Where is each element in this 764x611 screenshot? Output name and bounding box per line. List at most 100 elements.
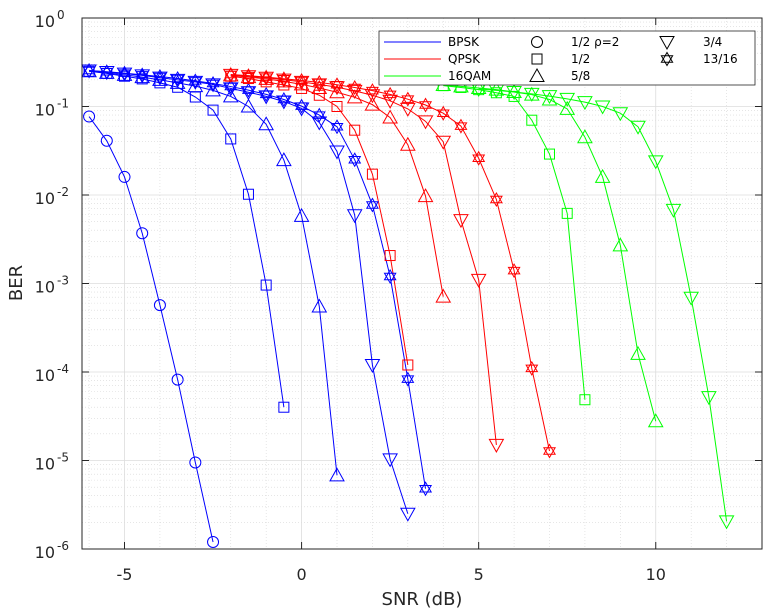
data-point-triangle-down: [701, 391, 717, 406]
data-point-triangle-down: [258, 71, 275, 86]
data-point-triangle-down: [647, 155, 664, 170]
y-tick-label: 10: [35, 278, 55, 297]
data-point-hexagram-up: [312, 74, 326, 87]
data-point-hexagram: [419, 97, 433, 113]
data-point-hexagram: [525, 360, 539, 376]
data-point-triangle-up: [205, 82, 221, 97]
data-point-hexagram: [188, 73, 202, 89]
data-point-hexagram-up: [330, 77, 344, 89]
data-point-square: [508, 90, 520, 102]
data-point-hexagram-down: [82, 66, 96, 79]
y-tick-label: 10: [35, 101, 55, 120]
data-point-hexagram: [277, 71, 291, 87]
data-point-triangle-down: [276, 73, 292, 88]
data-point-square: [526, 114, 538, 126]
data-point-hexagram-up: [525, 360, 539, 373]
data-point-triangle-up: [329, 467, 345, 482]
y-tick-label-exponent: -4: [57, 362, 69, 376]
data-point-triangle-down: [612, 107, 629, 122]
data-point-triangle-up: [559, 100, 576, 115]
data-point-hexagram: [365, 197, 379, 213]
y-tick-label: 10: [35, 543, 55, 562]
series-line: [443, 85, 586, 400]
data-point-triangle-down: [382, 453, 398, 468]
data-point-triangle-up: [276, 152, 292, 167]
data-point-hexagram-down: [436, 109, 450, 121]
data-point-triangle-up: [222, 88, 239, 103]
data-point-triangle-down: [152, 71, 168, 86]
data-point-hexagram-down: [348, 156, 362, 168]
data-point-square: [561, 207, 573, 219]
data-point-hexagram-up: [259, 86, 273, 99]
data-point-square: [544, 148, 555, 160]
data-point-triangle-down: [399, 102, 416, 117]
data-point-triangle-up: [594, 168, 611, 183]
legend-label: 1/2: [571, 52, 590, 66]
data-point-triangle-down: [169, 73, 186, 88]
data-point-triangle-down: [435, 135, 452, 150]
data-point-triangle-down: [187, 75, 204, 90]
data-point-hexagram-up: [135, 67, 149, 79]
axis-ticks: [82, 17, 762, 550]
data-point-square: [278, 79, 290, 91]
data-point-hexagram-down: [401, 375, 415, 387]
data-point-hexagram-down: [100, 68, 114, 80]
data-point-hexagram: [419, 481, 433, 497]
data-point-hexagram-up: [118, 65, 131, 77]
data-point-hexagram-down: [383, 272, 397, 284]
data-point-hexagram: [489, 191, 503, 207]
data-point-hexagram-down: [365, 86, 379, 99]
data-point-triangle-down: [541, 90, 558, 105]
x-tick-label: 10: [646, 565, 666, 584]
data-point-triangle-up: [612, 237, 629, 252]
legend-marker-square: [531, 53, 543, 65]
data-point-hexagram: [312, 74, 326, 90]
data-point-hexagram: [383, 86, 397, 102]
data-point-hexagram: [259, 86, 273, 102]
data-point-triangle-down: [488, 438, 505, 453]
data-point-triangle-down: [346, 209, 363, 224]
data-point-hexagram: [401, 91, 415, 107]
data-point-hexagram-up: [241, 68, 255, 80]
legend-label: 5/8: [571, 69, 590, 83]
legend-marker-hexagram-up: [660, 51, 674, 63]
data-point-hexagram-up: [188, 73, 202, 85]
data-point-triangle-down: [470, 273, 487, 288]
data-point-hexagram-down: [419, 484, 433, 497]
legend-label: BPSK: [448, 35, 480, 49]
data-point-hexagram-down: [259, 73, 273, 85]
data-point-hexagram-down: [312, 78, 326, 90]
data-point-hexagram-up: [365, 197, 379, 209]
data-point-hexagram-up: [259, 69, 273, 81]
data-point-hexagram: [224, 79, 238, 95]
data-point-square: [207, 104, 219, 116]
data-point-square: [225, 133, 237, 145]
data-point-triangle-down: [683, 291, 700, 306]
x-tick-label: 0: [296, 565, 306, 584]
data-point-triangle-up: [647, 413, 664, 428]
data-point-hexagram-down: [543, 447, 556, 459]
data-point-triangle-down: [364, 358, 381, 374]
data-point-hexagram: [241, 82, 255, 98]
data-point-hexagram-up: [295, 72, 309, 85]
x-tick-label: -5: [117, 565, 133, 584]
data-point-square: [349, 124, 361, 136]
data-point-hexagram: [206, 75, 220, 91]
data-point-triangle-down: [523, 87, 540, 102]
data-point-hexagram-down: [295, 76, 309, 88]
data-point-hexagram-down: [224, 82, 238, 95]
data-point-hexagram-down: [259, 90, 273, 102]
legend-marker-triangle-down: [659, 36, 675, 51]
data-point-hexagram-down: [472, 154, 486, 166]
data-point-circle: [171, 373, 184, 386]
data-point-triangle-up: [453, 78, 469, 93]
data-point-triangle-down: [205, 78, 221, 93]
data-point-hexagram-up: [277, 71, 291, 83]
data-point-circle: [153, 299, 166, 312]
data-point-hexagram-down: [224, 70, 238, 82]
data-point-hexagram-down: [454, 122, 468, 134]
data-point-square: [154, 77, 166, 89]
y-tick-label-exponent: -6: [57, 539, 69, 553]
